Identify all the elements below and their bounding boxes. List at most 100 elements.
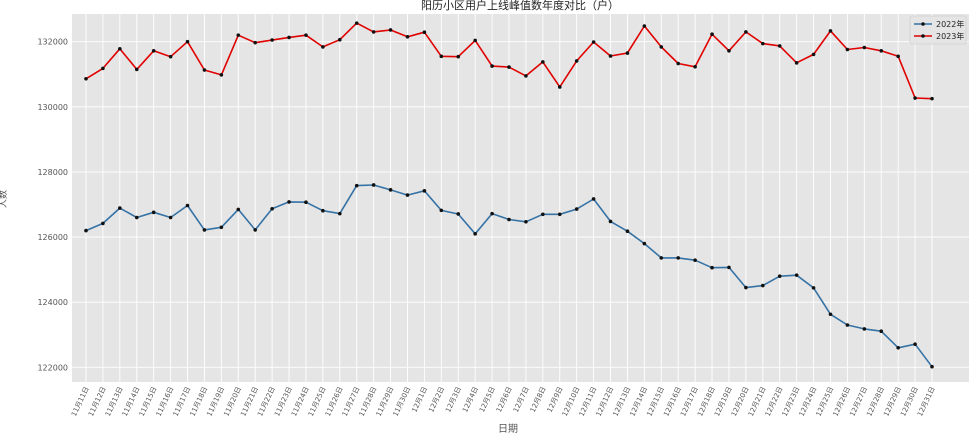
data-point xyxy=(151,49,156,53)
data-point xyxy=(930,96,934,101)
data-point xyxy=(473,38,477,43)
data-point xyxy=(168,215,173,220)
plot-background xyxy=(72,14,969,382)
data-point xyxy=(354,183,359,188)
x-tick-label: 12月7日 xyxy=(512,385,531,413)
data-point xyxy=(811,52,816,57)
data-point xyxy=(828,29,833,33)
data-point xyxy=(321,45,325,49)
data-point xyxy=(507,65,511,69)
data-point xyxy=(253,228,257,232)
data-point xyxy=(777,274,782,278)
data-point xyxy=(422,189,427,193)
data-point xyxy=(761,283,765,288)
data-point xyxy=(608,219,613,224)
legend-label-2023: 2023年 xyxy=(936,31,964,41)
data-point xyxy=(591,197,596,201)
data-point xyxy=(270,206,274,211)
data-point xyxy=(828,312,833,317)
data-point xyxy=(913,342,917,347)
data-point xyxy=(101,221,105,226)
y-tick-label: 128000 xyxy=(37,168,68,177)
data-point xyxy=(118,206,122,210)
x-axis-ticks: 11月11日11月12日11月13日11月14日11月15日11月16日11月1… xyxy=(70,385,937,417)
data-point xyxy=(270,38,274,42)
data-point xyxy=(811,286,816,290)
data-point xyxy=(642,241,647,246)
data-point xyxy=(236,207,241,212)
data-point xyxy=(608,54,613,58)
x-tick-label: 12月4日 xyxy=(461,385,480,413)
data-point xyxy=(287,200,291,204)
x-axis-label: 日期 xyxy=(498,423,518,435)
data-point xyxy=(794,273,799,277)
data-point xyxy=(744,30,748,34)
data-point xyxy=(338,37,342,42)
data-point xyxy=(693,258,697,263)
legend: 2022年 2023年 xyxy=(909,15,967,45)
data-point xyxy=(557,212,562,217)
data-point xyxy=(930,364,934,369)
data-point xyxy=(761,41,765,46)
data-point xyxy=(202,228,207,232)
chart-title: 阳历小区用户上线峰值数年度对比（户） xyxy=(421,0,619,12)
grid-lines xyxy=(72,14,969,382)
data-point xyxy=(456,54,461,59)
data-point xyxy=(101,66,105,71)
data-point xyxy=(710,32,714,36)
data-point xyxy=(727,265,731,270)
data-point xyxy=(659,256,664,260)
data-point xyxy=(253,40,257,45)
data-point xyxy=(625,51,630,55)
data-point xyxy=(591,40,596,44)
data-point xyxy=(371,30,376,34)
x-tick-label: 12月9日 xyxy=(546,385,565,413)
y-tick-label: 122000 xyxy=(37,363,68,372)
data-point xyxy=(388,28,393,32)
data-point xyxy=(185,203,190,208)
data-point xyxy=(524,74,528,78)
legend-marker-2022 xyxy=(921,22,925,26)
data-point xyxy=(439,54,444,59)
data-point xyxy=(185,39,190,44)
y-tick-label: 130000 xyxy=(37,103,68,112)
x-tick-label: 12月3日 xyxy=(444,385,463,413)
x-tick-label: 12月2日 xyxy=(427,385,446,413)
data-point xyxy=(354,21,359,25)
data-point xyxy=(219,225,224,230)
y-axis-label: 人数 xyxy=(0,190,9,208)
data-point xyxy=(879,49,884,53)
data-point xyxy=(236,33,241,37)
data-point xyxy=(134,215,139,220)
data-point xyxy=(202,68,207,72)
data-point xyxy=(287,35,291,40)
data-point xyxy=(118,47,122,51)
data-point xyxy=(693,64,697,69)
data-point xyxy=(574,59,579,63)
data-point xyxy=(896,346,900,350)
data-point xyxy=(794,61,799,65)
data-point xyxy=(845,47,850,52)
x-tick-label: 11月30日 xyxy=(392,385,413,417)
data-point xyxy=(321,208,325,213)
x-tick-label: 12月6日 xyxy=(495,385,514,413)
data-point xyxy=(371,183,376,187)
data-point xyxy=(879,329,884,333)
data-point xyxy=(862,45,867,50)
data-point xyxy=(541,212,545,217)
data-point xyxy=(676,256,680,260)
data-point xyxy=(557,85,562,89)
data-point xyxy=(439,208,444,213)
x-tick-label: 12月31日 xyxy=(916,385,937,417)
data-point xyxy=(659,45,664,49)
data-point xyxy=(777,44,782,48)
data-point xyxy=(524,219,528,224)
data-point xyxy=(168,54,173,59)
data-point xyxy=(219,73,224,77)
legend-marker-2023 xyxy=(921,34,925,38)
data-point xyxy=(422,30,427,35)
x-tick-label: 12月1日 xyxy=(410,385,429,413)
data-point xyxy=(541,60,545,64)
